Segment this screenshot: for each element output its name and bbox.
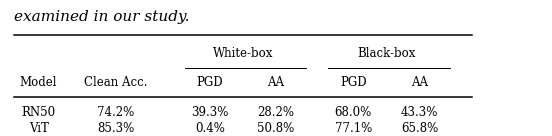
Text: examined in our study.: examined in our study. [14,10,189,24]
Text: 43.3%: 43.3% [401,106,438,119]
Text: PGD: PGD [197,76,223,89]
Text: 85.3%: 85.3% [97,122,135,135]
Text: ViT: ViT [29,122,49,135]
Text: Black-box: Black-box [357,47,416,60]
Text: PGD: PGD [340,76,367,89]
Text: White-box: White-box [213,47,273,60]
Text: 0.4%: 0.4% [195,122,225,135]
Text: Model: Model [20,76,57,89]
Text: 28.2%: 28.2% [257,106,295,119]
Text: 74.2%: 74.2% [97,106,135,119]
Text: 77.1%: 77.1% [335,122,372,135]
Text: AA: AA [268,76,284,89]
Text: 50.8%: 50.8% [257,122,295,135]
Text: 68.0%: 68.0% [335,106,372,119]
Text: RN50: RN50 [22,106,56,119]
Text: AA: AA [411,76,428,89]
Text: Clean Acc.: Clean Acc. [84,76,148,89]
Text: 65.8%: 65.8% [401,122,438,135]
Text: 39.3%: 39.3% [191,106,229,119]
